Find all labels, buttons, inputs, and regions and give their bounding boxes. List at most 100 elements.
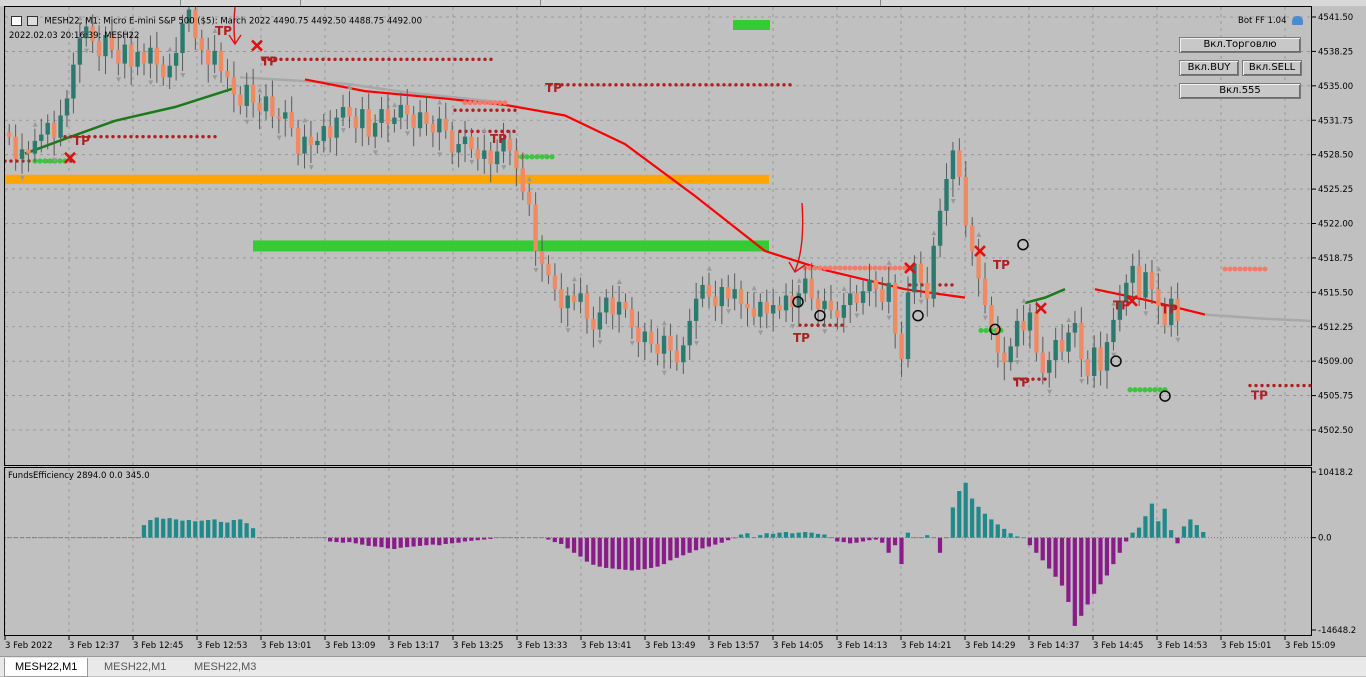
tp-level-dot [758, 83, 762, 87]
time-tick-label: 3 Feb 13:09 [325, 641, 375, 651]
toolbar-strip [0, 0, 1366, 6]
hist-bar [597, 537, 602, 567]
fractal-marker [148, 80, 154, 86]
candle-body [1008, 346, 1013, 363]
green-level-dot [1157, 387, 1163, 393]
tp-level-dot [507, 108, 511, 112]
price-tick-label: 4512.25 [1318, 323, 1353, 333]
candle-body [199, 38, 204, 50]
time-tick-label: 3 Feb 15:01 [1221, 641, 1271, 651]
green-level-dot [1142, 387, 1148, 393]
chart-menu-icon[interactable] [26, 16, 38, 26]
hist-bar [899, 537, 904, 565]
fractal-marker [1079, 379, 1085, 385]
tp-level-dot [470, 129, 474, 134]
candle-body [289, 112, 294, 129]
tp-level-dot [489, 108, 493, 112]
green-level-dot [1147, 387, 1153, 393]
tab-mesh22-m3[interactable]: MESH22,M3 [194, 661, 257, 673]
fractal-marker [854, 313, 860, 319]
tab-mesh22-m1[interactable]: MESH22,M1 [104, 661, 167, 673]
chart-window-icon[interactable] [11, 16, 22, 26]
hist-bar [700, 537, 705, 549]
hist-bar [976, 506, 981, 538]
enable-buy-button[interactable]: Вкл.BUY [1179, 60, 1239, 76]
funds-efficiency-histogram[interactable] [5, 468, 1311, 635]
candle-body [873, 279, 879, 290]
hist-bar [636, 537, 641, 570]
tp-level-dot [494, 129, 498, 134]
candle-body [244, 84, 249, 106]
time-tick-label: 3 Feb 13:01 [261, 641, 311, 651]
time-tick-label: 3 Feb 14:53 [1157, 641, 1207, 651]
price-tick-label: 4541.50 [1318, 13, 1353, 23]
tp-level-dot [333, 57, 337, 62]
tp-level-dot [764, 83, 768, 87]
hist-bar [815, 533, 821, 538]
cross-marker [1126, 294, 1138, 307]
enable-trading-button[interactable]: Вкл.Торговлю [1179, 37, 1301, 53]
hist-bar [411, 537, 416, 547]
hist-bar [334, 537, 339, 543]
hist-bar [353, 537, 358, 544]
candle-body [283, 112, 288, 119]
hist-bar [173, 519, 179, 538]
candle-body [507, 138, 513, 151]
indicator-pane[interactable]: FundsEfficiency 2894.0 0.0 345.0 [4, 467, 1312, 636]
price-chart-pane[interactable]: TP TP TP TP TP TP TP TP TP TP TP MESH22, M1: Micro… [4, 6, 1312, 466]
green-ma-line-2 [1024, 288, 1066, 305]
candle-body [751, 308, 757, 317]
candle-body [385, 109, 391, 124]
position-circle-marker [792, 296, 804, 308]
green-level-dot [47, 158, 53, 164]
entry-level-dot [857, 265, 863, 271]
fractal-marker [32, 121, 38, 127]
hist-bar [835, 537, 840, 542]
candle-body [7, 132, 12, 137]
green-zone [253, 240, 769, 252]
entry-level-dot [472, 100, 478, 106]
enable-555-button[interactable]: Вкл.555 [1179, 83, 1301, 99]
tp-level-dot [363, 57, 367, 62]
hist-bar [1136, 527, 1142, 538]
candle-body [976, 251, 981, 279]
tp-level-dot [578, 83, 582, 87]
cross-marker [251, 39, 263, 52]
candle-body [758, 301, 763, 317]
tp-level-dot [770, 83, 774, 87]
candle-body [1085, 359, 1090, 376]
candle-body [475, 149, 481, 159]
tp-level-dot [147, 134, 151, 139]
fractal-marker [1143, 311, 1149, 317]
tp-level-dot [165, 134, 169, 139]
tp-level-dot [465, 57, 469, 62]
hist-bar [604, 537, 609, 568]
tp-level-dot [728, 83, 732, 87]
tp-level-dot [501, 108, 505, 112]
tab-mesh22-m1-active[interactable]: MESH22,M1 [4, 658, 89, 677]
hist-bar [783, 531, 789, 538]
tp-level-dot [1290, 383, 1294, 388]
hist-bar [578, 537, 583, 557]
candle-body [417, 112, 423, 129]
hist-bar [392, 537, 397, 550]
tp-level-dot [87, 134, 91, 139]
candle-body [963, 176, 968, 226]
tp-level-dot [195, 134, 199, 139]
hist-bar [482, 537, 487, 540]
tp-level-dot [63, 134, 67, 139]
candle-body [276, 116, 282, 119]
tp-level-dot [423, 57, 427, 62]
candle-body [944, 179, 949, 211]
fractal-marker [392, 102, 398, 108]
price-chart[interactable]: TP TP TP TP TP TP TP TP TP TP TP [5, 7, 1311, 465]
hist-bar [1143, 516, 1148, 538]
candle-body [84, 26, 89, 39]
tp-level-dot [387, 57, 391, 62]
hist-bar [584, 537, 589, 562]
fractal-marker [822, 329, 828, 335]
candle-body [950, 150, 956, 180]
enable-sell-button[interactable]: Вкл.SELL [1242, 60, 1302, 76]
tp-level-dot [828, 323, 832, 327]
hist-bar [456, 537, 461, 543]
